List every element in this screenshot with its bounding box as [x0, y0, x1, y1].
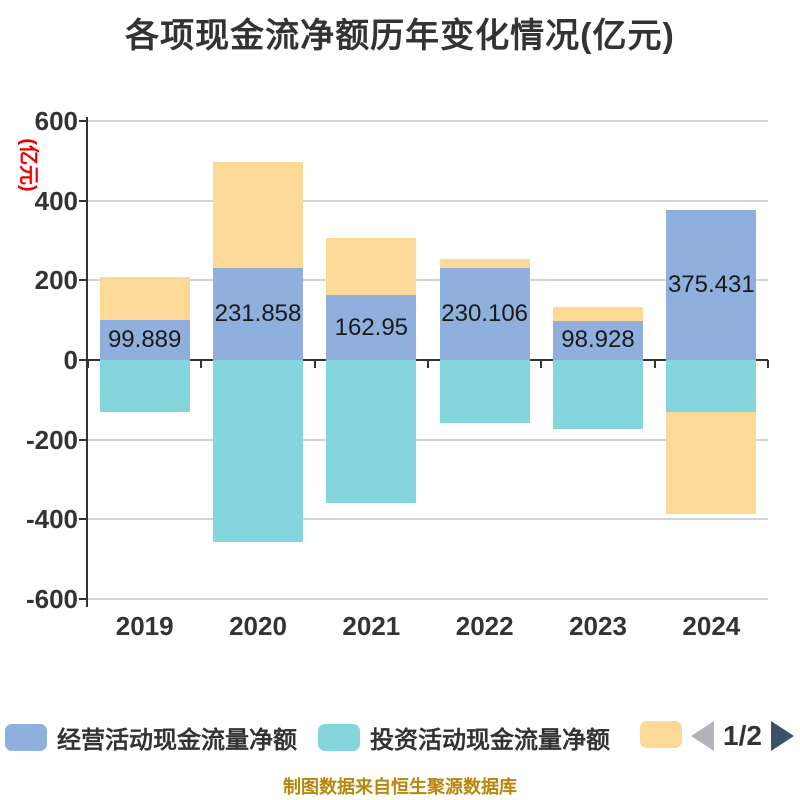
x-axis-label-2021: 2021: [342, 611, 401, 641]
legend-swatch-yellow[interactable]: [640, 721, 682, 748]
bar-segment-2024-series0[interactable]: [666, 210, 757, 360]
y-axis-label-0: 0: [63, 345, 78, 375]
y-axis-tick-400: [79, 199, 88, 202]
bar-segment-2022-series1[interactable]: [439, 360, 530, 424]
bar-segment-2024-series2[interactable]: [666, 411, 757, 515]
y-axis-label--600: -600: [25, 584, 78, 614]
gridline-400: [88, 199, 768, 202]
bar-segment-2020-series0[interactable]: [213, 267, 303, 360]
legend-item-operating-cashflow[interactable]: 经营活动现金流量净额: [5, 720, 297, 755]
gridline-200: [88, 279, 768, 282]
bar-segment-2019-series1[interactable]: [99, 360, 190, 412]
legend: 经营活动现金流量净额 投资活动现金流量净额 1/2: [0, 720, 800, 754]
legend-label-investing: 投资活动现金流量净额: [370, 727, 610, 754]
gridline--600: [88, 598, 768, 600]
data-source-note: 制图数据来自恒生聚源数据库: [283, 777, 517, 797]
x-axis-label-2020: 2020: [229, 611, 287, 641]
x-axis-tick-5: [653, 360, 656, 368]
legend-item-investing-cashflow[interactable]: 投资活动现金流量净额: [318, 720, 610, 755]
bar-segment-2021-series1[interactable]: [326, 360, 417, 503]
gridline--200: [88, 438, 768, 441]
y-axis-label-200: 200: [34, 265, 78, 296]
bar-segment-2023-series1[interactable]: [553, 360, 643, 429]
y-axis-tick-600: [79, 120, 88, 122]
bar-segment-2021-series2[interactable]: [326, 238, 417, 296]
x-axis-tick-6: [767, 360, 769, 368]
y-axis-tick--600: [79, 598, 88, 600]
legend-next-page-icon[interactable]: [770, 721, 794, 751]
bar-segment-2019-series2[interactable]: [99, 277, 190, 321]
x-axis-tick-3: [427, 360, 429, 368]
x-axis-label-2024: 2024: [682, 611, 741, 641]
y-axis-label--400: -400: [25, 504, 78, 535]
legend-label-operating: 经营活动现金流量净额: [57, 727, 297, 754]
gridline--400: [88, 518, 768, 521]
bar-value-label-2019: 99.889: [107, 326, 182, 354]
chart-title: 各项现金流净额历年变化情况(亿元): [125, 17, 675, 55]
y-axis-label-600: 600: [34, 106, 78, 136]
bar-value-label-2024: 375.431: [667, 271, 755, 299]
bar-value-label-2020: 231.858: [214, 299, 302, 327]
legend-prev-page-icon[interactable]: [691, 721, 714, 751]
y-axis-label-400: 400: [34, 185, 78, 216]
x-axis-tick-1: [200, 360, 203, 368]
x-axis-tick-2: [313, 360, 316, 368]
bar-segment-2020-series1[interactable]: [213, 360, 303, 542]
bar-value-label-2021: 162.95: [334, 313, 409, 341]
bar-segment-2020-series2[interactable]: [213, 162, 303, 268]
bar-segment-2021-series0[interactable]: [326, 295, 417, 360]
bar-segment-2023-series2[interactable]: [553, 307, 643, 321]
gridline-600: [88, 120, 768, 122]
legend-pager: 1/2: [691, 720, 794, 752]
x-axis-label-2019: 2019: [115, 611, 174, 641]
y-axis-tick--400: [79, 518, 88, 521]
x-axis-label-2022: 2022: [455, 611, 514, 641]
bar-segment-2022-series2[interactable]: [439, 258, 530, 269]
x-axis-tick-0: [87, 360, 89, 368]
x-axis-label-2023: 2023: [569, 611, 627, 641]
bar-segment-2023-series0[interactable]: [553, 320, 643, 360]
x-axis-tick-4: [540, 360, 543, 368]
y-axis-label--200: -200: [25, 424, 78, 455]
legend-page-indicator: 1/2: [723, 720, 762, 751]
y-axis-tick-0: [79, 359, 88, 361]
y-axis-tick-200: [79, 279, 88, 282]
legend-swatch-teal: [318, 724, 360, 751]
bar-value-label-2023: 98.928: [561, 326, 635, 354]
bar-segment-2019-series0[interactable]: [99, 320, 190, 360]
bar-segment-2022-series0[interactable]: [439, 268, 530, 360]
y-axis-tick--200: [79, 438, 88, 441]
legend-swatch-blue: [5, 724, 47, 751]
bar-value-label-2022: 230.106: [441, 300, 529, 328]
bar-segment-2024-series1[interactable]: [666, 360, 757, 412]
